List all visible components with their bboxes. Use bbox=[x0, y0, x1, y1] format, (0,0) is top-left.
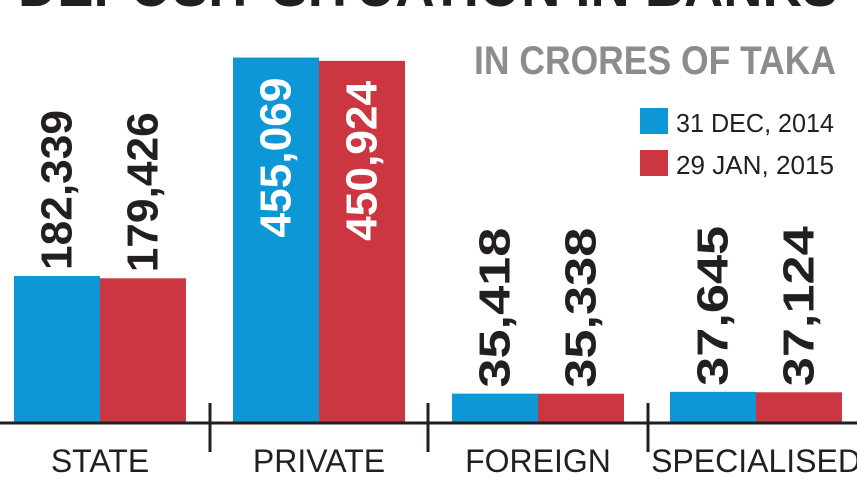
bars-group bbox=[14, 57, 842, 423]
bar-state-series-2 bbox=[100, 278, 186, 422]
legend-swatch-series-2 bbox=[640, 150, 668, 176]
legend-label-series-1: 31 DEC, 2014 bbox=[676, 108, 834, 138]
separators-group bbox=[208, 403, 650, 452]
bar-foreign-series-1 bbox=[452, 393, 538, 422]
value-label-state-series-2: 179,426 bbox=[119, 112, 168, 272]
bar-private-series-1 bbox=[233, 57, 319, 423]
value-label-specialised-series-1: 37,645 bbox=[689, 226, 738, 386]
value-label-state-series-1: 182,339 bbox=[33, 110, 82, 270]
value-labels-group: 182,339 179,426 455,069 450,924 35,418 35,338… bbox=[33, 78, 824, 388]
value-label-foreign-series-2: 35,338 bbox=[557, 228, 606, 388]
value-label-foreign-series-1: 35,418 bbox=[471, 228, 520, 388]
category-label-specialised: SPECIALISED bbox=[651, 443, 857, 479]
legend: 31 DEC, 2014 29 JAN, 2015 bbox=[640, 108, 834, 180]
category-label-foreign: FOREIGN bbox=[465, 443, 611, 479]
value-label-private-series-1: 455,069 bbox=[252, 78, 301, 238]
bar-specialised-series-2 bbox=[756, 392, 842, 422]
bar-specialised-series-1 bbox=[670, 391, 756, 422]
category-label-private: PRIVATE bbox=[253, 443, 385, 479]
bar-foreign-series-2 bbox=[538, 393, 624, 422]
bar-state-series-1 bbox=[14, 275, 100, 422]
legend-label-series-2: 29 JAN, 2015 bbox=[676, 150, 834, 180]
category-labels-group: STATE PRIVATE FOREIGN SPECIALISED bbox=[51, 443, 857, 479]
value-label-specialised-series-2: 37,124 bbox=[775, 226, 824, 387]
legend-swatch-series-1 bbox=[640, 108, 668, 134]
value-label-private-series-2: 450,924 bbox=[338, 80, 387, 241]
category-label-state: STATE bbox=[51, 443, 149, 479]
chart-title: DEPOSIT SITUATION IN BANKS bbox=[18, 0, 838, 19]
chart-subtitle: IN CRORES OF TAKA bbox=[474, 39, 836, 83]
bar-private-series-2 bbox=[319, 60, 405, 422]
